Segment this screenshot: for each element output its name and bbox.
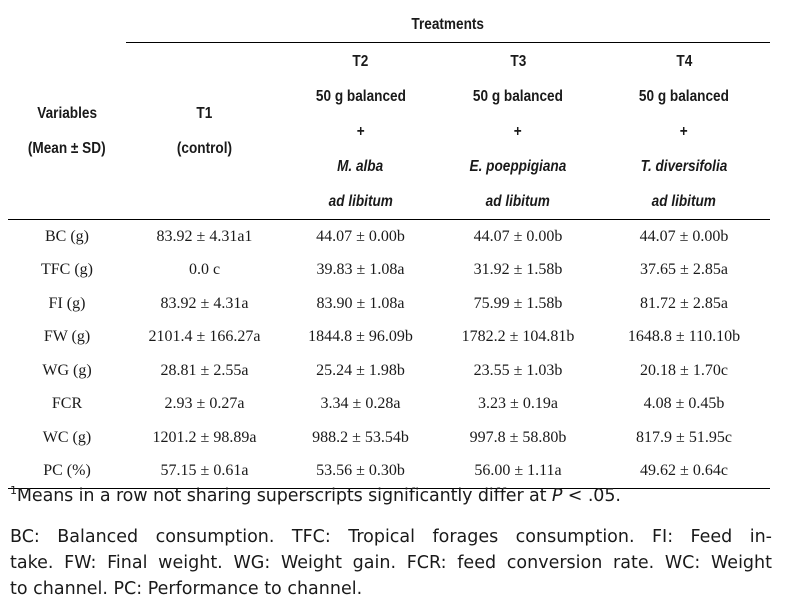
t2-header: T2 50 g balanced + M. alba ad libitum <box>283 42 438 220</box>
value-cell: 75.99 ± 1.58b <box>473 294 563 312</box>
significance-footnote: 1Means in a row not sharing superscripts… <box>10 484 621 506</box>
value-cell: 0.0 c <box>188 261 221 279</box>
value-cell: 1648.8 ± 110.10b <box>627 328 741 346</box>
value-cell: 83.92 ± 4.31a1 <box>156 227 253 245</box>
value-cell: 817.9 ± 51.95c <box>636 428 732 446</box>
value-cell: 53.56 ± 0.30b <box>283 454 438 489</box>
value-cell: 83.92 ± 4.31a <box>160 294 249 312</box>
value-cell: 39.83 ± 1.08a <box>316 261 405 279</box>
variable-cell: TFC (g) <box>41 261 93 279</box>
value-cell: 49.62 ± 0.64c <box>598 454 770 489</box>
table-row: PC (%) 57.15 ± 0.61a 53.56 ± 0.30b 56.00… <box>8 454 770 489</box>
variable-cell: FCR <box>51 395 83 413</box>
table-row: FCR 2.93 ± 0.27a 3.34 ± 0.28a 3.23 ± 0.1… <box>8 388 770 422</box>
table-row: WG (g) 28.81 ± 2.55a 25.24 ± 1.98b 23.55… <box>8 354 770 388</box>
footnote-text-after: < .05. <box>562 486 621 506</box>
value-cell: 44.07 ± 0.00b <box>639 227 729 245</box>
footnote-text-before: Means in a row not sharing superscripts … <box>16 486 552 506</box>
results-table: Treatments Variables (Mean ± SD) T1 (con… <box>8 8 770 489</box>
t3-header: T3 50 g balanced + E. poeppigiana ad lib… <box>438 42 598 220</box>
value-cell: 2101.4 ± 166.27a <box>148 328 261 346</box>
variable-cell: FW (g) <box>43 328 91 346</box>
variable-cell: BC (g) <box>45 227 89 245</box>
t4-header: T4 50 g balanced + T. diversifolia ad li… <box>598 42 770 220</box>
table-row: FI (g) 83.92 ± 4.31a 83.90 ± 1.08a 75.99… <box>8 287 770 321</box>
legend-line: BC: Balanced consumption. TFC: Tropical … <box>10 527 772 547</box>
value-cell: 2.93 ± 0.27a <box>164 395 245 413</box>
value-cell: 23.55 ± 1.03b <box>473 361 563 379</box>
value-cell: 20.18 ± 1.70c <box>640 361 728 379</box>
treatments-header-row: Treatments <box>8 8 770 43</box>
t1-header: T1 (control) <box>126 42 283 220</box>
value-cell: 4.08 ± 0.45b <box>643 395 725 413</box>
table-row: WC (g) 1201.2 ± 98.89a 988.2 ± 53.54b 99… <box>8 421 770 455</box>
value-cell: 37.65 ± 2.85a <box>640 261 728 279</box>
value-cell: 3.23 ± 0.19a <box>478 395 558 413</box>
column-header-row: Variables (Mean ± SD) T1 (control) T2 50… <box>8 42 770 220</box>
value-cell: 25.24 ± 1.98b <box>316 361 405 379</box>
value-cell: 1844.8 ± 96.09b <box>308 328 413 346</box>
table-row: BC (g) 83.92 ± 4.31a1 44.07 ± 0.00b 44.0… <box>8 220 770 254</box>
variable-cell: WG (g) <box>42 361 92 379</box>
value-cell: 57.15 ± 0.61a <box>126 454 283 489</box>
value-cell: 1782.2 ± 104.81b <box>461 328 575 346</box>
variable-cell: PC (%) <box>8 454 126 489</box>
value-cell: 3.34 ± 0.28a <box>320 395 401 413</box>
value-cell: 81.72 ± 2.85a <box>640 294 728 312</box>
value-cell: 997.8 ± 58.80b <box>469 428 567 446</box>
treatments-heading: Treatments <box>126 8 770 43</box>
footnote-marker: 1 <box>10 484 17 497</box>
value-cell: 28.81 ± 2.55a <box>160 361 249 379</box>
legend-line: to channel. PC: Performance to channel. <box>10 579 363 599</box>
value-cell: 83.90 ± 1.08a <box>316 294 405 312</box>
footnote-p: P <box>551 486 563 506</box>
legend-line: take. FW: Final weight. WG: Weight gain.… <box>10 553 772 573</box>
value-cell: 44.07 ± 0.00b <box>316 227 405 245</box>
variable-cell: FI (g) <box>48 294 86 312</box>
value-cell: 56.00 ± 1.11a <box>438 454 598 489</box>
abbreviations-legend: BC: Balanced consumption. TFC: Tropical … <box>10 524 772 602</box>
table-row: TFC (g) 0.0 c 39.83 ± 1.08a 31.92 ± 1.58… <box>8 254 770 288</box>
value-cell: 44.07 ± 0.00b <box>473 227 563 245</box>
table-row: FW (g) 2101.4 ± 166.27a 1844.8 ± 96.09b … <box>8 321 770 355</box>
value-cell: 31.92 ± 1.58b <box>473 261 563 279</box>
value-cell: 1201.2 ± 98.89a <box>152 428 257 446</box>
variable-cell: WC (g) <box>42 428 92 446</box>
variables-header: Variables (Mean ± SD) <box>8 42 126 220</box>
value-cell: 988.2 ± 53.54b <box>312 428 409 446</box>
